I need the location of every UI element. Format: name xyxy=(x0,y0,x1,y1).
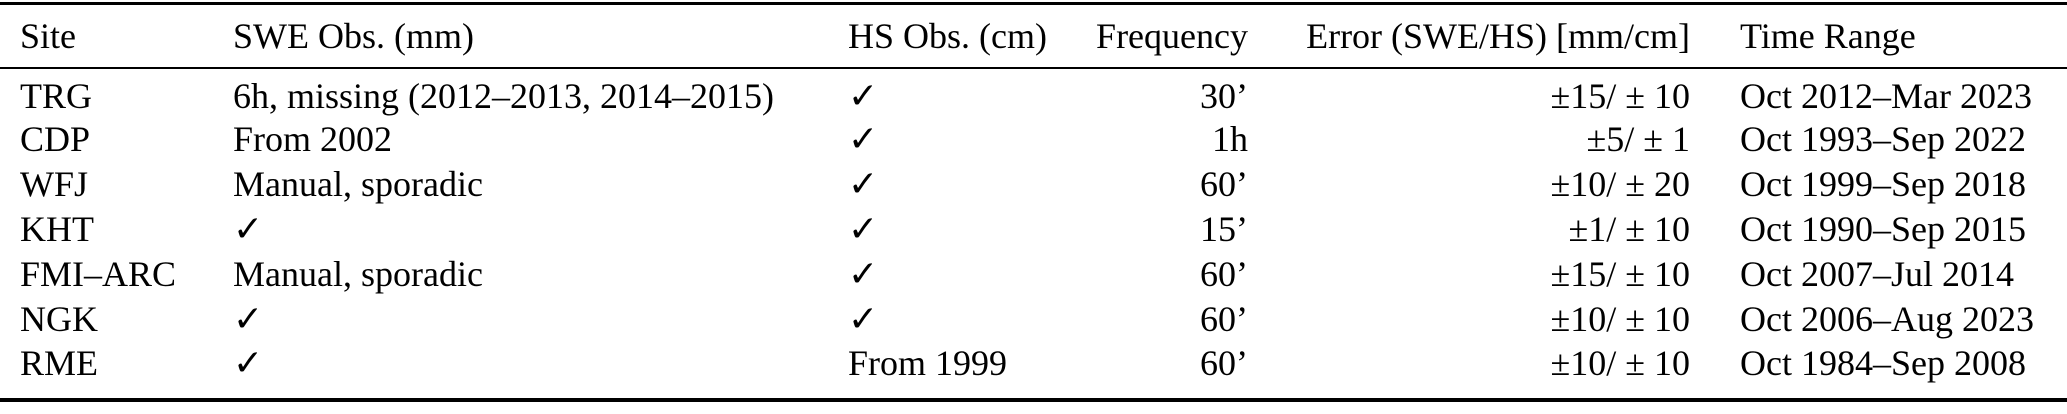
cell-frequency: 60’ xyxy=(1200,164,1248,204)
cell-time-range: Oct 2012–Mar 2023 xyxy=(1740,75,2032,116)
cell-error: ±10/ ± 20 xyxy=(1550,164,1690,204)
cell-error: ±15/ ± 10 xyxy=(1550,75,1690,116)
cell-site: RME xyxy=(20,342,99,383)
cell-error: ±10/ ± 10 xyxy=(1550,342,1690,383)
cell-hs-obs: ✓ xyxy=(848,254,879,294)
cell-hs-obs: ✓ xyxy=(848,119,879,159)
cell-frequency: 1h xyxy=(1212,119,1248,159)
column-header-site: Site xyxy=(0,3,233,69)
cell-frequency: 60’ xyxy=(1200,342,1248,383)
table-row: CDP From 2002 ✓ 1h ±5/ ± 1 Oct 1993–Sep … xyxy=(0,117,2067,162)
cell-error: ±1/ ± 10 xyxy=(1568,209,1690,249)
cell-hs-obs: From 1999 xyxy=(848,342,1008,383)
cell-site: KHT xyxy=(20,209,94,249)
cell-error: ±5/ ± 1 xyxy=(1586,119,1690,159)
site-observations-table: Site SWE Obs. (mm) HS Obs. (cm) Frequenc… xyxy=(0,2,2067,402)
cell-swe-obs: Manual, sporadic xyxy=(233,164,483,204)
cell-site: NGK xyxy=(20,299,98,339)
cell-time-range: Oct 1990–Sep 2015 xyxy=(1740,209,2026,249)
cell-time-range: Oct 1993–Sep 2022 xyxy=(1740,119,2026,159)
cell-time-range: Oct 1984–Sep 2008 xyxy=(1740,342,2026,383)
header-row: Site SWE Obs. (mm) HS Obs. (cm) Frequenc… xyxy=(0,3,2067,69)
cell-swe-obs: ✓ xyxy=(233,299,264,339)
column-header-error: Error (SWE/HS) [mm/cm] xyxy=(1248,3,1690,69)
cell-swe-obs: ✓ xyxy=(233,342,264,383)
cell-swe-obs: Manual, sporadic xyxy=(233,254,483,294)
cell-swe-obs: 6h, missing (2012–2013, 2014–2015) xyxy=(233,75,775,116)
table-row: KHT ✓ ✓ 15’ ±1/ ± 10 Oct 1990–Sep 2015 xyxy=(0,207,2067,252)
cell-frequency: 60’ xyxy=(1200,254,1248,294)
column-header-frequency: Frequency xyxy=(1095,3,1248,69)
cell-frequency: 15’ xyxy=(1200,209,1248,249)
table-body: TRG 6h, missing (2012–2013, 2014–2015) ✓… xyxy=(0,68,2067,400)
cell-site: CDP xyxy=(20,119,91,159)
table-row: TRG 6h, missing (2012–2013, 2014–2015) ✓… xyxy=(0,68,2067,117)
cell-site: WFJ xyxy=(20,164,89,204)
cell-error: ±15/ ± 10 xyxy=(1550,254,1690,294)
cell-frequency: 60’ xyxy=(1200,299,1248,339)
cell-swe-obs: ✓ xyxy=(233,209,264,249)
cell-hs-obs: ✓ xyxy=(848,209,879,249)
table-row: NGK ✓ ✓ 60’ ±10/ ± 10 Oct 2006–Aug 2023 xyxy=(0,297,2067,342)
cell-site: TRG xyxy=(20,75,92,116)
cell-time-range: Oct 2006–Aug 2023 xyxy=(1740,299,2034,339)
column-header-swe-obs: SWE Obs. (mm) xyxy=(233,3,848,69)
cell-error: ±10/ ± 10 xyxy=(1550,299,1690,339)
column-header-time-range: Time Range xyxy=(1690,3,2067,69)
table-row: WFJ Manual, sporadic ✓ 60’ ±10/ ± 20 Oct… xyxy=(0,162,2067,207)
cell-swe-obs: From 2002 xyxy=(233,119,393,159)
table-row: RME ✓ From 1999 60’ ±10/ ± 10 Oct 1984–S… xyxy=(0,342,2067,400)
table-row: FMI–ARC Manual, sporadic ✓ 60’ ±15/ ± 10… xyxy=(0,252,2067,297)
cell-hs-obs: ✓ xyxy=(848,164,879,204)
cell-frequency: 30’ xyxy=(1200,75,1248,116)
cell-hs-obs: ✓ xyxy=(848,299,879,339)
column-header-hs-obs: HS Obs. (cm) xyxy=(848,3,1095,69)
cell-time-range: Oct 2007–Jul 2014 xyxy=(1740,254,2014,294)
cell-hs-obs: ✓ xyxy=(848,75,879,116)
table-header: Site SWE Obs. (mm) HS Obs. (cm) Frequenc… xyxy=(0,3,2067,69)
cell-time-range: Oct 1999–Sep 2018 xyxy=(1740,164,2026,204)
cell-site: FMI–ARC xyxy=(20,254,177,294)
